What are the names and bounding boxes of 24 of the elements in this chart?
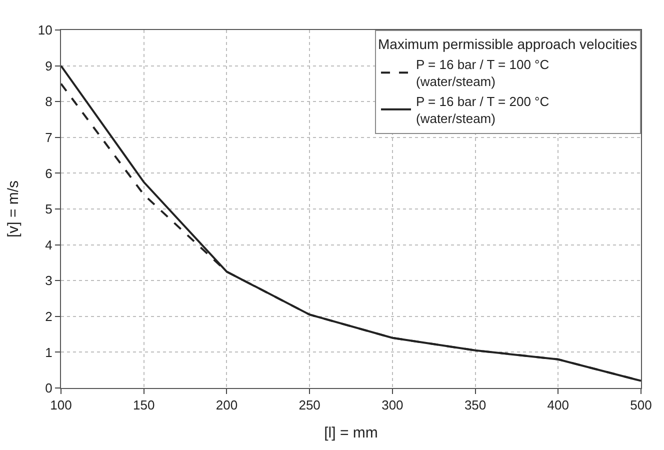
y-tick-label: 0 [45, 380, 52, 396]
legend-title: Maximum permissible approach velocities [378, 36, 638, 52]
x-tick-label: 300 [382, 398, 404, 413]
x-tick-label: 150 [133, 398, 155, 413]
y-tick-label: 10 [38, 22, 52, 38]
x-tick-label: 200 [216, 398, 238, 413]
x-tick-label: 250 [298, 398, 320, 413]
y-axis-title: [v] = m/s [5, 180, 22, 238]
y-tick-label: 4 [45, 237, 52, 252]
y-tick-label: 2 [45, 308, 52, 324]
legend-label: P = 16 bar / T = 100 °C (water/steam) [416, 57, 550, 90]
x-tick-label: 100 [50, 398, 72, 413]
x-tick-label: 400 [547, 398, 569, 413]
y-tick-label: 1 [45, 344, 52, 360]
y-tick-label: 6 [45, 166, 52, 181]
y-tick-label: 7 [45, 130, 52, 145]
y-tick-label: 9 [45, 58, 52, 74]
x-axis-title: [l] = mm [324, 424, 378, 442]
x-tick-label: 350 [464, 398, 486, 413]
y-tick-label: 3 [45, 273, 52, 288]
x-tick-label: 500 [630, 398, 652, 413]
y-tick-label: 8 [45, 94, 52, 110]
legend-label: P = 16 bar / T = 200 °C (water/steam) [416, 94, 550, 126]
y-tick-label: 5 [45, 202, 52, 217]
